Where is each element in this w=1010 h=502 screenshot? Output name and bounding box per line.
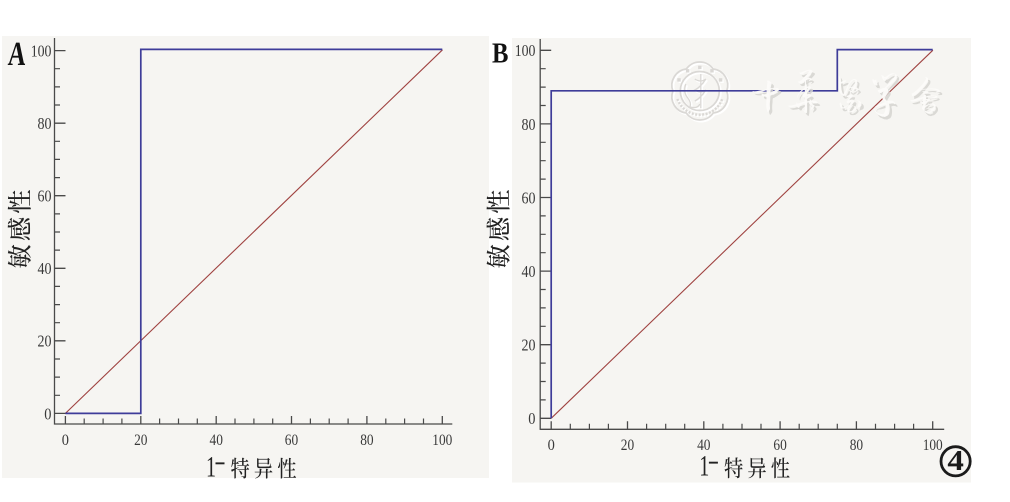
svg-text:0: 0 [44,404,51,423]
svg-text:60: 60 [773,437,786,454]
svg-text:80: 80 [360,432,373,449]
svg-text:20: 20 [522,336,536,355]
svg-text:80: 80 [522,115,536,134]
svg-text:40: 40 [38,259,52,278]
svg-text:60: 60 [38,187,52,206]
svg-text:60: 60 [285,432,298,449]
svg-text:100: 100 [923,437,943,454]
svg-text:20: 20 [134,432,147,449]
svg-text:B: B [492,38,508,69]
svg-text:A: A [7,37,27,74]
svg-text:4: 4 [947,446,964,477]
svg-text:100: 100 [432,432,452,449]
svg-text:1: 1 [699,450,709,483]
svg-text:40: 40 [210,432,223,449]
svg-text:0: 0 [528,409,535,428]
svg-text:0: 0 [62,432,69,449]
svg-text:80: 80 [38,114,52,133]
svg-text:100: 100 [515,41,536,60]
svg-text:40: 40 [697,437,710,454]
svg-text:20: 20 [38,332,52,351]
svg-text:1: 1 [206,450,216,483]
svg-text:100: 100 [31,42,52,61]
svg-text:40: 40 [522,262,536,281]
svg-text:20: 20 [621,437,634,454]
svg-text:0: 0 [548,437,555,454]
svg-text:60: 60 [522,188,536,207]
svg-text:80: 80 [850,437,863,454]
